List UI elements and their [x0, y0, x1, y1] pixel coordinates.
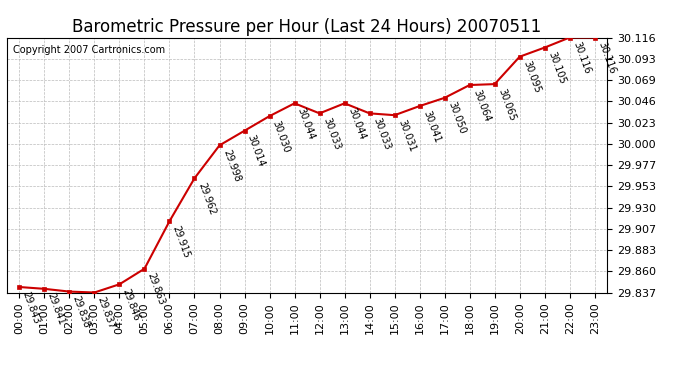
Text: 30.095: 30.095: [521, 60, 542, 94]
Text: 30.030: 30.030: [271, 119, 292, 154]
Text: 30.033: 30.033: [321, 116, 342, 151]
Text: 30.031: 30.031: [396, 118, 417, 153]
Text: 29.837: 29.837: [96, 295, 117, 330]
Text: 30.044: 30.044: [296, 106, 317, 141]
Text: 29.962: 29.962: [196, 181, 217, 216]
Text: 29.843: 29.843: [21, 290, 41, 325]
Text: 30.064: 30.064: [471, 88, 492, 123]
Text: Copyright 2007 Cartronics.com: Copyright 2007 Cartronics.com: [13, 45, 165, 55]
Text: 29.915: 29.915: [171, 224, 192, 259]
Text: 30.116: 30.116: [571, 40, 592, 75]
Text: 30.041: 30.041: [421, 109, 442, 144]
Text: 30.065: 30.065: [496, 87, 517, 122]
Text: 30.105: 30.105: [546, 50, 567, 86]
Text: 29.998: 29.998: [221, 148, 242, 183]
Text: 29.838: 29.838: [71, 294, 92, 330]
Text: 29.841: 29.841: [46, 292, 67, 327]
Text: 30.014: 30.014: [246, 134, 267, 168]
Text: 30.116: 30.116: [596, 40, 617, 75]
Text: 29.846: 29.846: [121, 287, 141, 322]
Title: Barometric Pressure per Hour (Last 24 Hours) 20070511: Barometric Pressure per Hour (Last 24 Ho…: [72, 18, 542, 36]
Text: 30.044: 30.044: [346, 106, 367, 141]
Text: 30.033: 30.033: [371, 116, 392, 151]
Text: 30.050: 30.050: [446, 100, 467, 136]
Text: 29.863: 29.863: [146, 272, 167, 307]
